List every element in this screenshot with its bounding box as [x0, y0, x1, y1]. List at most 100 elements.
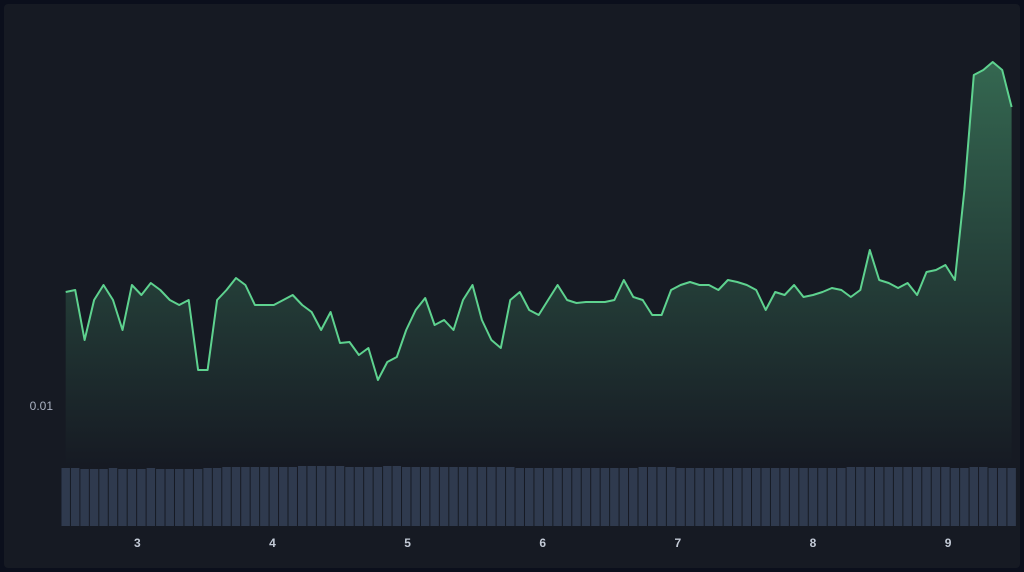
volume-bar: [174, 469, 184, 526]
volume-bar: [345, 467, 354, 526]
volume-bar: [297, 466, 307, 526]
volume-bar: [572, 468, 581, 526]
x-tick-label: 8: [810, 536, 817, 550]
volume-bar: [969, 467, 979, 526]
volume-bar: [1007, 468, 1016, 526]
volume-bar: [392, 466, 402, 526]
volume-bar: [506, 467, 515, 526]
volume-bar: [487, 467, 496, 526]
volume-bar: [165, 469, 174, 526]
volume-bar: [704, 468, 714, 526]
volume-bar: [383, 466, 392, 526]
volume-bar: [203, 468, 212, 526]
x-tick-label: 5: [404, 536, 411, 550]
volume-bar: [80, 469, 89, 526]
volume-bar: [231, 467, 241, 526]
volume-bar: [657, 467, 666, 526]
x-tick-label: 4: [269, 536, 276, 550]
volume-bar: [922, 467, 931, 526]
volume-bar: [591, 468, 600, 526]
volume-bar: [761, 468, 770, 526]
volume-bar: [941, 467, 950, 526]
volume-bar: [61, 468, 70, 526]
volume-bar: [99, 469, 108, 526]
volume-bar: [108, 468, 118, 526]
volume-bar: [316, 466, 326, 526]
price-line: [65, 61, 1013, 381]
volume-bar: [354, 467, 364, 526]
volume-bar: [146, 468, 156, 526]
volume-bar: [534, 468, 543, 526]
volume-bar: [950, 468, 960, 526]
volume-bar: [70, 468, 80, 526]
volume-bar: [638, 467, 647, 526]
x-tick-label: 6: [539, 536, 546, 550]
volume-bar: [562, 468, 572, 526]
volume-bar: [865, 467, 874, 526]
volume-bar: [837, 468, 846, 526]
volume-bar: [714, 468, 723, 526]
volume-bar: [89, 469, 99, 526]
volume-bar: [477, 467, 487, 526]
volume-bar: [288, 467, 297, 526]
volume-bar: [723, 468, 733, 526]
volume-bar: [893, 467, 903, 526]
volume-bar: [373, 467, 383, 526]
volume-bar: [619, 468, 629, 526]
volume-bar: [600, 468, 610, 526]
volume-bar: [610, 468, 619, 526]
volume-bar: [647, 467, 657, 526]
volume-bar: [997, 468, 1007, 526]
volume-bar: [581, 468, 591, 526]
volume-bar: [988, 468, 997, 526]
x-tick-label: 9: [945, 536, 952, 550]
volume-bar: [468, 467, 477, 526]
volume-bar: [184, 469, 193, 526]
volume-bar: [856, 467, 865, 526]
volume-bar: [874, 467, 884, 526]
volume-bar: [118, 469, 127, 526]
volume-bar: [912, 467, 922, 526]
volume-bar: [402, 467, 411, 526]
volume-bar: [222, 467, 231, 526]
volume-bar: [420, 467, 430, 526]
volume-bar: [496, 467, 506, 526]
x-tick-label: 7: [675, 536, 682, 550]
volume-bar: [676, 468, 685, 526]
volume-bar: [127, 469, 137, 526]
x-tick-label: 3: [134, 536, 141, 550]
volume-bar: [979, 467, 988, 526]
volume-bar: [780, 468, 789, 526]
volume-bar: [742, 468, 752, 526]
volume-bar: [685, 468, 695, 526]
volume-bar: [884, 467, 893, 526]
volume-bar: [307, 466, 316, 526]
volume-bar: [553, 468, 562, 526]
volume-bar: [733, 468, 742, 526]
volume-bar: [827, 468, 837, 526]
volume-bar: [818, 468, 827, 526]
volume-bar: [269, 467, 279, 526]
volume-bar: [241, 467, 250, 526]
volume-bar: [846, 467, 856, 526]
volume-bar: [515, 468, 524, 526]
volume-bar: [326, 466, 335, 526]
volume-bar: [524, 468, 534, 526]
volume-bar: [903, 467, 912, 526]
volume-bar: [137, 469, 146, 526]
volume-bar: [931, 467, 941, 526]
volume-bar: [212, 468, 222, 526]
volume-bar: [666, 467, 676, 526]
volume-bar: [439, 467, 449, 526]
volume-bar: [808, 468, 818, 526]
y-tick-label: 0.01: [30, 399, 54, 413]
volume-bar: [789, 468, 799, 526]
volume-bar: [752, 468, 761, 526]
volume-bar: [193, 469, 203, 526]
price-area: [65, 62, 1012, 466]
volume-bar: [279, 467, 288, 526]
volume-bar: [250, 467, 260, 526]
volume-bar: [430, 467, 439, 526]
